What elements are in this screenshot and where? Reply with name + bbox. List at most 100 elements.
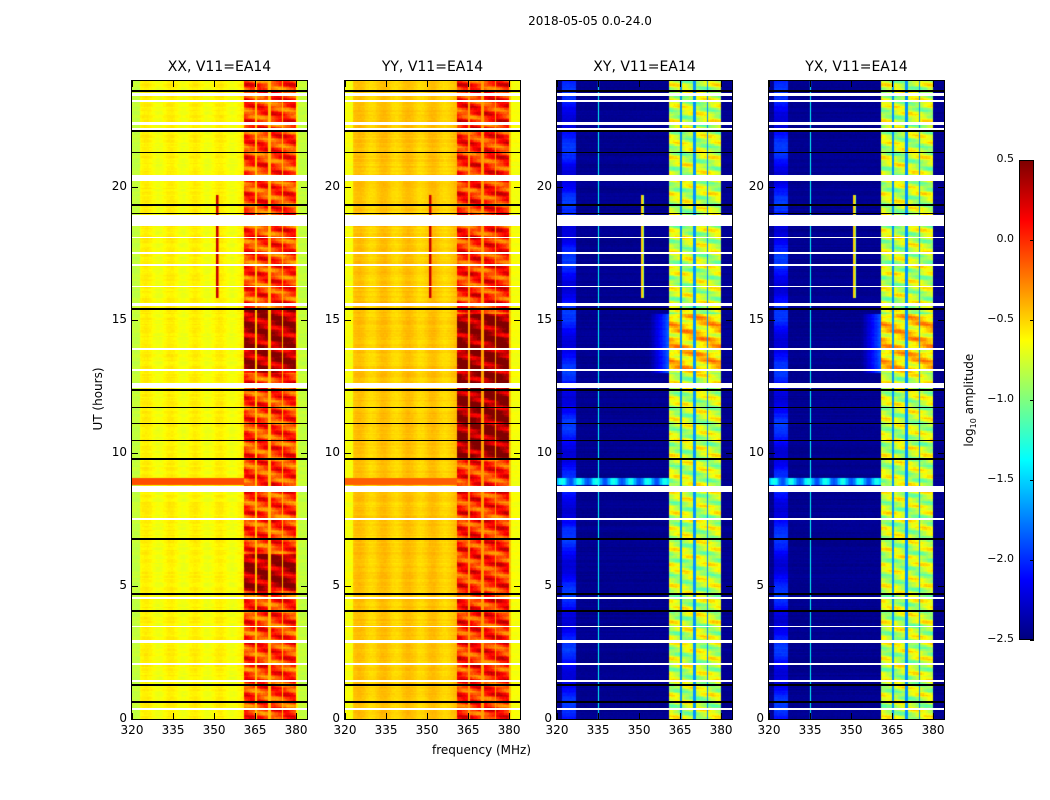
flagged-row [557,122,732,125]
x-tick-mark [214,81,216,87]
flagged-row [132,680,307,682]
heatmap-panel-xx [131,80,308,720]
heatmap-panel-yx [768,80,945,720]
x-axis-label: frequency (MHz) [432,743,532,757]
colorbar-tick-label: −1.5 [987,472,1014,485]
flagged-row [132,100,307,103]
y-tick-label: 5 [119,578,127,593]
y-tick-mark [726,320,732,322]
flagged-row [132,264,307,266]
y-tick-label: 5 [332,578,340,593]
flagged-row [132,285,307,288]
gap-row [345,130,520,132]
gap-row [132,388,307,391]
x-tick-mark [427,713,429,719]
flagged-row [769,264,944,266]
x-tick-mark [892,713,894,719]
y-tick-label: 20 [748,179,764,194]
flagged-row [557,92,732,96]
flagged-row [769,518,944,520]
y-tick-mark [557,320,563,322]
gap-row [557,151,732,154]
flagged-row [132,128,307,131]
x-tick-mark [721,81,723,87]
flagged-row [345,708,520,710]
y-tick-mark [557,187,563,189]
gap-row [557,592,732,595]
y-tick-label: 10 [536,445,552,460]
x-tick-mark [132,81,133,87]
flagged-row [557,486,732,492]
colorbar-tick-label: −1.0 [987,392,1014,405]
panel-title: YY, V11=EA14 [381,59,484,75]
y-tick-mark [557,586,563,588]
x-tick-mark [892,81,894,87]
y-tick-mark [938,586,944,588]
y-tick-mark [514,719,520,720]
y-tick-mark [301,586,307,588]
y-tick-label: 0 [332,711,340,725]
y-tick-label: 0 [756,711,764,725]
flagged-row [557,663,732,665]
colorbar-tick-label: 0.5 [996,152,1015,165]
y-tick-mark [938,453,944,455]
y-tick-label: 20 [324,179,340,194]
gap-row [132,538,307,540]
y-tick-label: 15 [536,312,552,327]
colorbar-tick-label: 0.0 [996,232,1015,245]
flagged-row [557,285,732,288]
y-tick-mark [345,187,351,189]
flagged-row [345,596,520,599]
colorbar-label-main: log [961,428,976,447]
colorbar-tick-label: −2.0 [987,552,1014,565]
gap-row [132,701,307,703]
x-tick-mark [933,713,935,719]
x-tick-mark [639,81,641,87]
y-tick-mark [769,187,775,189]
flagged-row [769,625,944,628]
y-tick-mark [514,320,520,322]
x-tick-label: 380 [497,723,521,737]
gap-row [345,151,520,154]
gap-row [769,701,944,703]
y-tick-mark [301,320,307,322]
gap-row [132,684,307,686]
x-tick-mark [509,713,511,719]
x-tick-mark [933,81,935,87]
colorbar-tick-label: −0.5 [987,312,1014,325]
gap-row [345,538,520,540]
y-tick-mark [301,453,307,455]
x-tick-mark [851,713,853,719]
heatmap-image [769,81,944,719]
x-tick-mark [769,81,770,87]
flagged-row [345,92,520,96]
x-tick-label: 320 [120,723,144,737]
flagged-row [769,663,944,665]
y-tick-mark [938,187,944,189]
y-tick-label: 10 [748,445,764,460]
gap-row [769,308,944,310]
y-tick-label: 15 [324,312,340,327]
flagged-row [345,122,520,125]
y-tick-mark [938,320,944,322]
gap-row [345,592,520,595]
gap-row [557,422,732,425]
gap-row [769,388,944,391]
flagged-row [345,236,520,238]
x-tick-label: 365 [243,723,267,737]
flagged-row [557,264,732,266]
gap-row [557,457,732,460]
gap-row [345,422,520,425]
flagged-row [769,708,944,710]
gap-row [132,592,307,595]
colorbar-tick-mark [1030,560,1034,561]
x-tick-label: 320 [545,723,569,737]
colorbar-tick-mark [1030,320,1034,321]
flagged-row [769,92,944,96]
x-tick-label: 380 [284,723,308,737]
gap-row [345,684,520,686]
x-tick-label: 335 [161,723,185,737]
panel-title: XX, V11=EA14 [167,59,272,75]
y-tick-mark [132,453,138,455]
flagged-row [345,680,520,682]
